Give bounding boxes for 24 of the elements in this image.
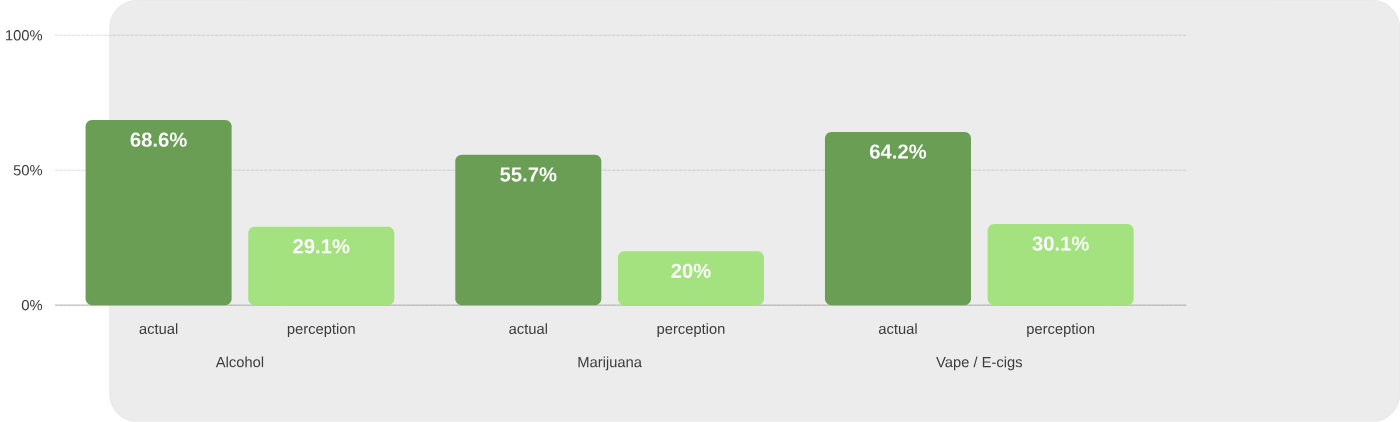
y-tick-label: 100%	[6, 30, 43, 41]
text: perception	[657, 323, 725, 338]
series-label: actual	[139, 323, 178, 335]
bar	[824, 132, 971, 306]
bar	[617, 251, 764, 306]
bar	[248, 226, 395, 306]
y-tick-label: 50%	[13, 165, 43, 176]
bar	[987, 224, 1134, 306]
x-tick-label: Marijuana	[578, 356, 642, 371]
data-label: 30.1%	[1032, 236, 1089, 251]
bar	[85, 120, 232, 306]
y-tick-label: 0%	[21, 300, 43, 311]
data-label: 29.1%	[293, 239, 350, 254]
data-label: 55.7%	[500, 167, 557, 182]
series-label: perception	[287, 323, 355, 338]
data-label: 64.2%	[870, 144, 927, 159]
text: actual	[509, 323, 547, 335]
data-label: 68.6%	[130, 132, 187, 147]
x-tick-label: Alcohol	[215, 356, 264, 368]
text: perception	[1027, 323, 1095, 338]
bar	[455, 154, 602, 306]
x-tick-label: Vape / E-cigs	[936, 356, 1023, 371]
data-label: 20%	[671, 263, 711, 279]
text: actual	[878, 323, 917, 335]
